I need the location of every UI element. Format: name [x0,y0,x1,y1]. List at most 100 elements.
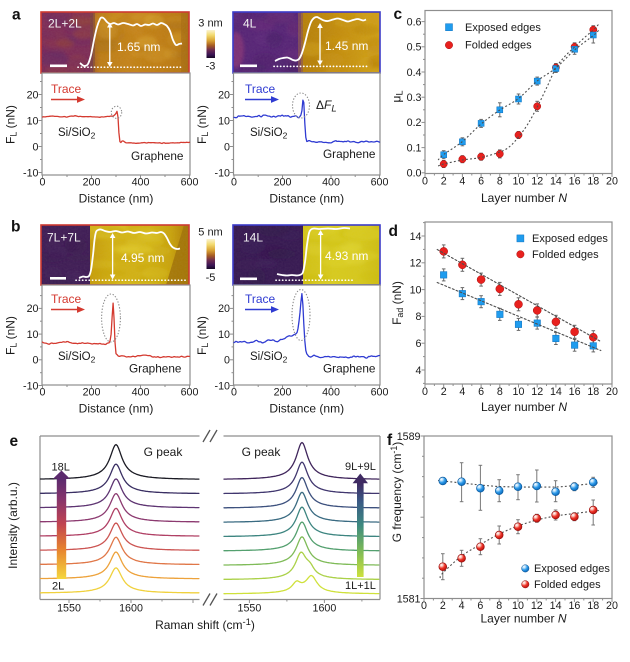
svg-text:400: 400 [132,386,150,398]
svg-text:16: 16 [569,176,581,188]
svg-text:12: 12 [531,386,543,398]
svg-text:6: 6 [477,600,483,612]
svg-text:4L: 4L [243,17,257,31]
svg-text:1.65 nm: 1.65 nm [117,40,160,54]
svg-text:18: 18 [587,386,599,398]
svg-text:Folded edges: Folded edges [465,40,532,52]
svg-text:400: 400 [322,386,340,398]
svg-text:2: 2 [441,176,447,188]
svg-text:0.5: 0.5 [407,42,422,54]
svg-text:0.4: 0.4 [407,67,422,79]
svg-text:e: e [10,433,19,450]
svg-text:0: 0 [224,355,230,367]
svg-text:2L: 2L [52,581,64,593]
svg-text:1.45 nm: 1.45 nm [325,39,368,53]
svg-text:Layer number N: Layer number N [481,400,567,414]
svg-text:1550: 1550 [57,603,81,615]
svg-text:d: d [389,223,398,240]
svg-text:c: c [394,6,403,23]
svg-text:10: 10 [27,329,39,341]
svg-text:Graphene: Graphene [129,362,182,376]
svg-text:μL: μL [390,91,405,103]
svg-text:Trace: Trace [51,292,82,306]
svg-text:-10: -10 [215,380,231,392]
svg-text:200: 200 [83,176,101,188]
svg-text:20: 20 [27,89,39,101]
svg-text:8: 8 [416,311,422,323]
svg-text:-10: -10 [215,167,231,179]
svg-text:6: 6 [478,386,484,398]
svg-text:10: 10 [513,176,525,188]
svg-text:0: 0 [231,176,237,188]
svg-text:9L+9L: 9L+9L [345,461,376,473]
svg-text:18: 18 [587,600,599,612]
svg-text:Distance (nm): Distance (nm) [269,402,344,416]
svg-text:4: 4 [459,176,465,188]
svg-text:18: 18 [587,176,599,188]
svg-text:0: 0 [33,141,39,153]
svg-text:Layer number N: Layer number N [481,191,567,205]
svg-text:10: 10 [218,115,230,127]
svg-text:10: 10 [218,329,230,341]
svg-text:Intensity (arb.u.): Intensity (arb.u.) [6,482,20,569]
svg-text:20: 20 [218,89,230,101]
svg-text:20: 20 [606,176,618,188]
svg-text:FL (nN): FL (nN) [195,316,210,355]
svg-text:-3: -3 [206,61,216,73]
svg-text:8: 8 [497,176,503,188]
svg-text:0: 0 [40,176,46,188]
svg-text:0.1: 0.1 [407,142,422,154]
svg-text:12: 12 [531,176,543,188]
svg-text:G frequency (cm-1): G frequency (cm-1) [389,442,404,543]
svg-text:-5: -5 [206,272,216,284]
svg-text:5 nm: 5 nm [198,227,222,239]
svg-text:16: 16 [568,600,580,612]
svg-text:4.93 nm: 4.93 nm [325,249,368,263]
svg-text:Graphene: Graphene [131,149,184,163]
svg-text:Folded edges: Folded edges [534,579,601,591]
svg-text:Graphene: Graphene [323,362,376,376]
svg-text:18L: 18L [52,462,70,474]
svg-text:0.6: 0.6 [407,16,422,28]
svg-text:Folded edges: Folded edges [532,249,599,261]
svg-text:2L+2L: 2L+2L [48,17,82,31]
svg-text:Distance (nm): Distance (nm) [79,192,154,206]
svg-text:f: f [387,432,393,449]
svg-text:20: 20 [218,303,230,315]
svg-text:G peak: G peak [144,445,184,459]
svg-text:0.3: 0.3 [407,92,422,104]
svg-text:FL (nN): FL (nN) [4,316,19,355]
svg-text:0.0: 0.0 [407,168,422,180]
svg-text:0: 0 [33,355,39,367]
svg-text:Exposed edges: Exposed edges [532,233,608,245]
svg-text:2: 2 [441,386,447,398]
svg-text:600: 600 [181,176,199,188]
svg-text:0: 0 [40,386,46,398]
svg-text:1589: 1589 [397,431,421,443]
svg-text:Si/SiO2: Si/SiO2 [250,351,288,365]
svg-text:20: 20 [606,600,618,612]
svg-text:Exposed edges: Exposed edges [534,563,610,575]
svg-text:10: 10 [410,284,422,296]
svg-text:20: 20 [27,303,39,315]
svg-text:7L+7L: 7L+7L [47,231,81,245]
svg-text:4: 4 [416,365,422,377]
svg-text:Trace: Trace [245,82,276,96]
svg-text:Trace: Trace [51,82,82,96]
svg-text:14: 14 [410,231,422,243]
svg-text:FL (nN): FL (nN) [4,105,19,144]
svg-text:200: 200 [83,386,101,398]
svg-text:Si/SiO2: Si/SiO2 [58,127,96,141]
svg-text:1581: 1581 [397,593,421,605]
svg-text:1550: 1550 [238,603,262,615]
svg-text:10: 10 [27,115,39,127]
svg-text:Graphene: Graphene [323,147,376,161]
svg-text:-10: -10 [23,167,39,179]
svg-text:Fad (nN): Fad (nN) [390,281,405,325]
svg-text:20: 20 [606,386,618,398]
svg-text:600: 600 [181,386,199,398]
svg-text:400: 400 [132,176,150,188]
svg-text:Trace: Trace [245,292,276,306]
svg-text:600: 600 [371,176,389,188]
svg-text:1L+1L: 1L+1L [345,580,376,592]
